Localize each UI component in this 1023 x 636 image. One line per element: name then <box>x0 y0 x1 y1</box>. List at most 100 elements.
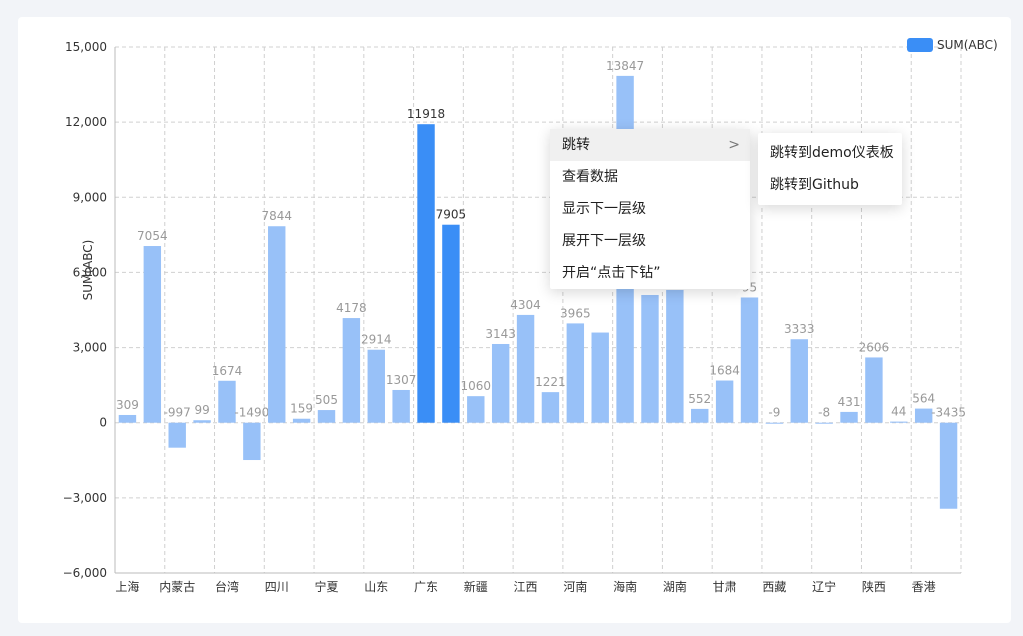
bar[interactable] <box>491 343 510 423</box>
context-menu: 跳转 > 查看数据 显示下一层级 展开下一层级 开启“点击下钻” <box>550 129 750 289</box>
bar[interactable] <box>939 422 958 509</box>
menu-item-view-data-label: 查看数据 <box>562 169 618 185</box>
bar[interactable] <box>840 411 858 423</box>
menu-item-enable-drilldown-label: 开启“点击下钻” <box>562 265 661 281</box>
x-tick-label: 内蒙古 <box>159 579 195 594</box>
y-tick-label: 3,000 <box>73 341 107 355</box>
bar-data-label: -9 <box>768 406 780 420</box>
legend-swatch <box>907 38 933 52</box>
menu-item-expand-next-level-label: 展开下一层级 <box>562 233 646 249</box>
bar[interactable] <box>218 380 236 423</box>
bar[interactable] <box>342 318 361 423</box>
y-axis-title: SUM(ABC) <box>81 240 95 301</box>
bar[interactable] <box>541 392 560 423</box>
y-tick-label: −3,000 <box>63 491 107 505</box>
x-tick-label: 广东 <box>414 580 438 594</box>
bar[interactable] <box>740 297 759 423</box>
x-tick-label: 辽宁 <box>812 579 836 594</box>
bar-data-label: 431 <box>838 395 861 409</box>
x-tick-label: 海南 <box>613 579 637 594</box>
bar[interactable] <box>641 294 659 423</box>
bar-data-label: 4304 <box>510 298 541 312</box>
legend-label: SUM(ABC) <box>937 38 998 52</box>
bar-data-label: 159 <box>290 402 313 416</box>
bar[interactable] <box>442 224 460 423</box>
bar[interactable] <box>566 323 585 423</box>
menu-item-jump[interactable]: 跳转 > <box>550 129 750 161</box>
bar[interactable] <box>467 396 485 423</box>
bar-data-label: 552 <box>688 392 711 406</box>
bar-data-label: 99 <box>194 403 209 417</box>
bar[interactable] <box>143 246 162 423</box>
bar-data-label: 4178 <box>336 301 367 315</box>
bar[interactable] <box>765 422 784 424</box>
bar[interactable] <box>790 339 808 423</box>
bar[interactable] <box>292 418 311 423</box>
bar-data-label: 7054 <box>137 229 168 243</box>
bar[interactable] <box>865 357 883 423</box>
bar[interactable] <box>168 422 186 448</box>
y-tick-label: 6,000 <box>73 265 107 279</box>
bar[interactable] <box>691 408 709 423</box>
bar[interactable] <box>715 380 734 423</box>
y-tick-label: 12,000 <box>65 115 107 129</box>
menu-item-jump-label: 跳转 <box>562 137 590 153</box>
chart-card: −6,000 −3,000 0 3,000 6,000 9,000 12,000 15,000… <box>18 17 1011 623</box>
bar-data-label: 1684 <box>709 364 740 378</box>
x-tick-label: 甘肃 <box>713 580 737 594</box>
bar[interactable] <box>815 422 833 424</box>
bar[interactable] <box>268 226 286 423</box>
x-tick-label: 台湾 <box>215 579 239 594</box>
submenu-item-github[interactable]: 跳转到Github <box>770 177 859 193</box>
menu-item-view-data[interactable]: 查看数据 <box>550 161 750 193</box>
bar-data-label: 1060 <box>461 379 492 393</box>
menu-item-show-next-level[interactable]: 显示下一层级 <box>550 193 750 225</box>
menu-item-expand-next-level[interactable]: 展开下一层级 <box>550 225 750 257</box>
bar-data-label: 11918 <box>407 107 445 121</box>
bar[interactable] <box>417 124 435 423</box>
bar[interactable] <box>118 414 137 423</box>
y-tick-label: 9,000 <box>73 190 107 204</box>
bar[interactable] <box>367 349 385 423</box>
x-tick-label: 四川 <box>265 580 289 594</box>
y-tick-label: 15,000 <box>65 40 107 54</box>
bar[interactable] <box>317 410 336 423</box>
bar-data-label: 44 <box>891 405 906 419</box>
bar[interactable] <box>914 408 933 423</box>
menu-item-show-next-level-label: 显示下一层级 <box>562 201 646 217</box>
x-tick-label: 宁夏 <box>314 579 338 594</box>
x-tick-label: 陕西 <box>862 579 886 594</box>
bar-data-label: -8 <box>818 406 830 420</box>
bar[interactable] <box>591 332 609 423</box>
bar-data-label: 3965 <box>560 306 591 320</box>
x-tick-label: 新疆 <box>464 579 488 594</box>
legend[interactable]: SUM(ABC) <box>907 38 998 52</box>
x-tick-label: 西藏 <box>762 580 786 594</box>
bar[interactable] <box>392 389 410 423</box>
submenu-item-demo-dashboard[interactable]: 跳转到demo仪表板 <box>770 145 894 161</box>
bar-data-label: 2606 <box>859 340 890 354</box>
y-tick-label: −6,000 <box>63 566 107 580</box>
x-tick-label: 山东 <box>364 580 388 594</box>
bar-data-label: 564 <box>912 392 935 406</box>
bar-chart: −6,000 −3,000 0 3,000 6,000 9,000 12,000 15,000… <box>63 40 966 594</box>
bar[interactable] <box>193 420 211 423</box>
bar-data-label: 505 <box>315 393 338 407</box>
bar[interactable] <box>243 422 261 461</box>
bar[interactable] <box>516 314 535 423</box>
bar-data-label: 309 <box>116 398 139 412</box>
x-tick-label: 香港 <box>912 580 936 594</box>
bar-data-label: 3143 <box>485 327 516 341</box>
bar-data-label: 13847 <box>606 59 644 73</box>
bar-data-label: 7905 <box>436 208 467 222</box>
y-tick-label: 0 <box>99 416 107 430</box>
x-tick-label: 江西 <box>514 580 538 594</box>
bar-data-label: -3435 <box>931 406 966 420</box>
menu-item-enable-drilldown[interactable]: 开启“点击下钻” <box>550 257 750 289</box>
bar-data-label: -1490 <box>234 406 269 420</box>
bar-data-label: -997 <box>164 406 191 420</box>
bar[interactable] <box>890 421 908 423</box>
bar[interactable] <box>666 289 684 423</box>
jump-submenu: 跳转到demo仪表板 跳转到Github <box>758 133 902 205</box>
chevron-right-icon: > <box>728 137 740 153</box>
